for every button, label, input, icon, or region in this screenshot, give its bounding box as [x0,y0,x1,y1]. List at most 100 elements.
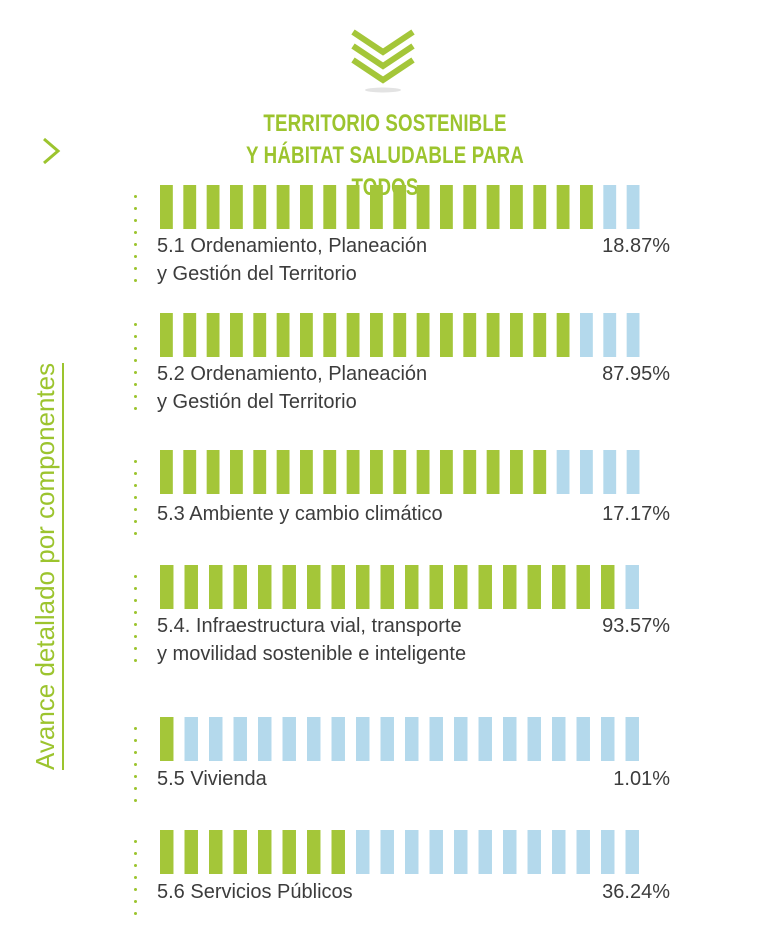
component-value: 36.24% [602,881,670,903]
bar-segment-empty [380,830,394,874]
bar-segment-filled [230,185,243,229]
dotted-guide [134,840,138,924]
bar-segment-empty [552,717,566,761]
bar-segment-filled [416,450,430,494]
bar-segment-empty [625,565,639,609]
bar-segment-empty [626,313,640,357]
bar-segment-filled [486,185,500,229]
component-label-line-1: 5.5 Vivienda [157,768,267,790]
guide-dot [134,587,137,590]
bar-segment-filled [233,565,247,609]
component-row: 5.3 Ambiente y cambio climático 17.17% [130,450,670,560]
bar-segment-filled [429,565,443,609]
component-label-line-1: 5.4. Infraestructura vial, transporte [157,615,462,637]
guide-dot [134,207,137,210]
component-label-line-1: 5.2 Ordenamiento, Planeación [157,363,428,385]
bar-segment-empty [331,717,345,761]
bar-segment-empty [233,717,247,761]
bar-segment-filled [463,185,477,229]
bar-segment-filled [576,565,590,609]
bar-segment-filled [510,450,523,494]
guide-dot [134,267,137,270]
bar-segment-filled [253,185,267,229]
component-row: 5.1 Ordenamiento, Planeación y Gestión de… [130,185,670,292]
guide-dot [134,852,137,855]
segment-bar [160,313,650,357]
bar-segment-filled [233,830,247,874]
bar-segment-filled [440,313,453,357]
bar-segment-empty [625,717,639,761]
component-label-line-1: 5.1 Ordenamiento, Planeación [157,235,428,257]
guide-dot [134,659,137,662]
bar-segment-filled [527,565,541,609]
bar-segment-filled [300,313,313,357]
bar-segment-filled [478,565,492,609]
guide-dot [134,787,137,790]
guide-dot [134,335,137,338]
dotted-guide [134,323,138,419]
bar-segment-filled [209,830,223,874]
bar-segment-filled [160,185,173,229]
bar-segment-filled [580,185,593,229]
bar-segment-empty [556,450,570,494]
page-title: TERRITORIO SOSTENIBLE Y HÁBITAT SALUDABL… [217,108,552,204]
bar-segment-filled [510,185,523,229]
bar-segment-filled [556,185,570,229]
component-label-line-1: 5.6 Servicios Públicos [157,881,353,903]
component-label: 5.2 Ordenamiento, Planeación y Gestión de… [157,360,517,416]
bar-segment-filled [346,450,360,494]
bar-segment-filled [206,450,220,494]
component-label: 5.4. Infraestructura vial, transporte y m… [157,612,517,668]
bar-segment-filled [323,313,337,357]
guide-dot [134,739,137,742]
bar-segment-filled [370,450,383,494]
bar-segment-empty [603,313,617,357]
bar-segment-filled [405,565,419,609]
bar-segment-empty [429,830,443,874]
bar-segment-filled [206,185,220,229]
bar-segment-filled [253,450,267,494]
guide-dot [134,243,137,246]
bar-segment-filled [393,185,407,229]
bar-segment-empty [258,717,272,761]
bar-segment-filled [440,450,453,494]
component-row: 5.5 Vivienda 1.01% [130,717,670,825]
guide-dot [134,575,137,578]
side-label: Avance detallado por componentes [20,170,70,770]
segment-bar [160,717,650,761]
dotted-guide [134,575,138,671]
bar-segment-empty [576,717,590,761]
guide-dot [134,460,137,463]
bar-segment-filled [206,313,220,357]
guide-dot [134,472,137,475]
segment-bar-svg [160,565,639,609]
bar-segment-filled [331,565,345,609]
component-value: 1.01% [613,768,670,790]
bar-segment-empty [282,717,296,761]
guide-dot [134,383,137,386]
bar-segment-empty [356,830,370,874]
guide-dot [134,727,137,730]
bar-segment-empty [503,830,517,874]
segment-bar-svg [160,185,640,229]
bar-segment-empty [580,450,593,494]
bar-segment-empty [184,717,198,761]
guide-dot [134,763,137,766]
bar-segment-filled [510,313,523,357]
guide-dot [134,864,137,867]
segment-bar [160,450,650,494]
bar-segment-empty [429,717,443,761]
component-label: 5.1 Ordenamiento, Planeación y Gestión de… [157,232,517,288]
side-label-text: Avance detallado por componentes [30,362,64,770]
guide-dot [134,840,137,843]
bar-segment-filled [307,830,321,874]
bar-segment-filled [258,565,272,609]
component-row: 5.4. Infraestructura vial, transporte y m… [130,565,670,672]
bar-segment-filled [533,313,547,357]
segment-bar-svg [160,830,639,874]
guide-dot [134,647,137,650]
bar-segment-filled [160,717,174,761]
bar-segment-filled [160,830,174,874]
bar-segment-empty [626,185,640,229]
bar-segment-filled [503,565,517,609]
